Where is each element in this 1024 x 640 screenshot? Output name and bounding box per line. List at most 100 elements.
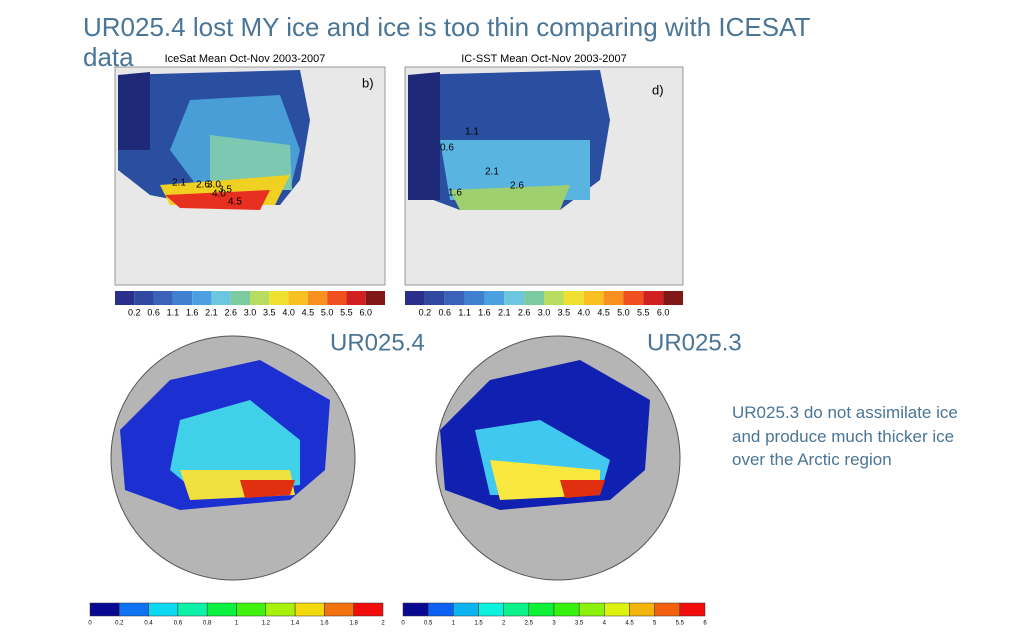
panel-title: IC-SST Mean Oct-Nov 2003-2007	[461, 53, 626, 65]
colorbar-swatch	[578, 602, 605, 617]
colorbar-swatch	[484, 291, 505, 305]
colorbar-swatch	[134, 291, 154, 305]
contour-label: 1.1	[465, 127, 479, 138]
colorbar-swatch	[327, 291, 347, 305]
contour-label: 3.0	[207, 180, 221, 191]
colorbar-label: 4.5	[597, 307, 610, 317]
colorbar-swatch	[153, 291, 173, 305]
obs-map	[404, 66, 684, 286]
colorbar-label: 1	[235, 621, 239, 627]
contour-label: 2.6	[510, 181, 524, 192]
colorbar-swatch	[524, 291, 544, 305]
colorbar-swatch	[604, 602, 630, 617]
colorbar-swatch	[464, 291, 485, 305]
colorbar-label: 4.5	[302, 307, 315, 317]
colorbar-swatch	[119, 602, 149, 617]
colorbar-label: 2.1	[498, 307, 511, 317]
colorbar-swatch	[444, 291, 465, 305]
colorbar-swatch	[365, 291, 385, 305]
colorbar-swatch	[402, 602, 429, 617]
colorbar-swatch	[603, 291, 624, 305]
colorbar-label: 4	[603, 621, 607, 627]
colorbar-label: 1.8	[350, 621, 359, 627]
colorbar-label: 5.0	[321, 307, 334, 317]
colorbar-label: 5.5	[676, 621, 685, 627]
colorbar-label: 0	[401, 621, 405, 627]
panel-tag: b)	[362, 75, 374, 90]
colorbar-swatch	[663, 291, 683, 305]
colorbar-swatch	[453, 602, 479, 617]
colorbar-swatch	[583, 291, 604, 305]
colorbar-label: 2.1	[205, 307, 218, 317]
colorbar-swatch	[424, 291, 445, 305]
contour-label: 3.5	[218, 185, 232, 196]
colorbar-label: 6.0	[359, 307, 372, 317]
colorbar-label: 6	[703, 621, 707, 627]
colorbar-swatch	[236, 602, 267, 617]
colorbar-swatch	[294, 602, 325, 617]
panel-title: IceSat Mean Oct-Nov 2003-2007	[165, 53, 326, 65]
colorbar-label: 2	[381, 621, 385, 627]
colorbar-swatch	[504, 291, 525, 305]
colorbar-label: 2.6	[224, 307, 237, 317]
contour-label: 2.1	[172, 178, 186, 189]
colorbar-swatch	[623, 291, 644, 305]
colorbar-swatch	[288, 291, 308, 305]
contour-label: 4.0	[212, 189, 226, 200]
colorbar-label: 1.4	[291, 621, 300, 627]
colorbar-label: 0.6	[174, 621, 183, 627]
colorbar-swatch	[503, 602, 530, 617]
colorbar-label: 0.8	[203, 621, 212, 627]
colorbar-label: 3.5	[263, 307, 276, 317]
colorbar-swatch	[553, 602, 580, 617]
colorbar-label: 4.5	[625, 621, 634, 627]
colorbar-label: 2.5	[525, 621, 534, 627]
colorbar-label: 2	[502, 621, 506, 627]
model-map	[110, 335, 356, 581]
colorbar-swatch	[265, 602, 296, 617]
colorbar-label: 3.5	[575, 621, 584, 627]
obs-map	[114, 66, 386, 286]
colorbar-swatch	[563, 291, 584, 305]
colorbar-label: 0.6	[438, 307, 451, 317]
model-label: UR025.4	[330, 329, 425, 356]
colorbar-swatch	[307, 291, 328, 305]
colorbar-swatch	[192, 291, 212, 305]
colorbar-label: 3.0	[244, 307, 257, 317]
colorbar-swatch	[148, 602, 179, 617]
colorbar-swatch	[177, 602, 208, 617]
colorbar-label: 1.6	[320, 621, 329, 627]
panel-tag: d)	[652, 82, 664, 97]
contour-label: 2.1	[485, 167, 499, 178]
colorbar-label: 4.0	[577, 307, 590, 317]
colorbar-label: 5.0	[617, 307, 630, 317]
colorbar-swatch	[654, 602, 681, 617]
colorbar-label: 5.5	[340, 307, 353, 317]
slide-title: UR025.4 lost MY ice and ice is too thin …	[83, 12, 810, 72]
colorbar-swatch	[478, 602, 504, 617]
contour-label: 0.6	[440, 143, 454, 154]
colorbar-swatch	[89, 602, 120, 617]
colorbar-label: 1	[452, 621, 456, 627]
colorbar-label: 3.5	[558, 307, 571, 317]
colorbar-swatch	[643, 291, 664, 305]
colorbar-swatch	[427, 602, 454, 617]
colorbar-label: 0.6	[147, 307, 160, 317]
colorbar-label: 5.5	[637, 307, 650, 317]
colorbar-label: 0.2	[128, 307, 141, 317]
colorbar-swatch	[528, 602, 555, 617]
colorbar-label: 1.6	[186, 307, 199, 317]
colorbar-label: 0.4	[144, 621, 153, 627]
colorbar-swatch	[115, 291, 135, 305]
colorbar-label: 0	[88, 621, 92, 627]
colorbar-label: 5	[653, 621, 657, 627]
colorbar-swatch	[629, 602, 655, 617]
colorbar-swatch	[269, 291, 289, 305]
colorbar-label: 1.1	[167, 307, 180, 317]
colorbar-label: 3.0	[538, 307, 551, 317]
colorbar-label: 1.5	[474, 621, 483, 627]
colorbar-swatch	[353, 602, 384, 617]
colorbar-swatch	[346, 291, 366, 305]
contour-label: 2.6	[196, 180, 210, 191]
colorbar-swatch	[679, 602, 706, 617]
